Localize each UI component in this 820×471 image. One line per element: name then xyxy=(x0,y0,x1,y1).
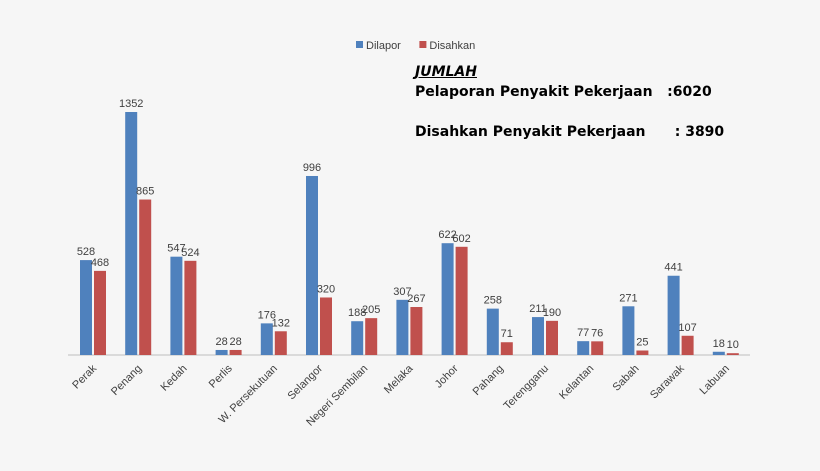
data-label: 205 xyxy=(362,304,380,316)
x-tick-label: Penang xyxy=(109,363,144,398)
data-label: 190 xyxy=(543,307,561,319)
data-label: 211 xyxy=(529,303,547,315)
summary-heading: JUMLAH xyxy=(415,64,477,80)
data-label: 996 xyxy=(303,162,321,174)
data-label: 176 xyxy=(258,309,276,321)
x-tick-label: Melaka xyxy=(382,362,416,396)
bar-dilapor xyxy=(532,317,544,355)
bar-disahkan xyxy=(681,335,694,355)
bar-dilapor xyxy=(125,112,138,355)
data-label: 107 xyxy=(678,322,696,334)
data-label: 441 xyxy=(664,262,682,274)
bar-disahkan xyxy=(726,353,739,355)
x-tick-label: Sabah xyxy=(611,363,642,394)
bar-dilapor xyxy=(622,306,635,355)
data-label: 271 xyxy=(619,292,637,304)
data-label: 320 xyxy=(317,283,335,295)
bar-disahkan xyxy=(365,318,378,355)
bar-disahkan xyxy=(500,342,513,355)
bar-dilapor xyxy=(351,321,364,355)
bar-disahkan xyxy=(320,297,332,355)
legend-swatch xyxy=(419,41,427,48)
x-tick-label: Selangor xyxy=(285,362,325,402)
data-label: 77 xyxy=(577,327,589,339)
data-label: 71 xyxy=(501,328,513,340)
data-label: 307 xyxy=(393,286,411,298)
data-label: 1352 xyxy=(119,98,143,110)
bar-dilapor xyxy=(577,341,590,355)
summary-annotation: JUMLAH Pelaporan Penyakit Pekerjaan :602… xyxy=(415,62,724,142)
x-tick-label: Perlis xyxy=(207,362,235,390)
data-label: 258 xyxy=(484,295,502,307)
data-label: 865 xyxy=(136,186,154,198)
bar-dilapor xyxy=(441,243,454,355)
bar-disahkan xyxy=(184,260,197,355)
data-label: 622 xyxy=(438,229,456,241)
bar-dilapor xyxy=(306,175,318,355)
data-label: 267 xyxy=(407,293,425,305)
summary-approved: Disahkan Penyakit Pekerjaan : 3890 xyxy=(415,124,725,140)
legend-label: Disahkan xyxy=(429,40,475,52)
bar-dilapor xyxy=(712,351,725,355)
data-label: 28 xyxy=(215,336,227,348)
data-label: 602 xyxy=(452,233,470,245)
summary-reported: Pelaporan Penyakit Pekerjaan :6020 xyxy=(415,84,712,100)
legend-label: Dilapor xyxy=(366,40,401,52)
bar-disahkan xyxy=(410,307,423,355)
bar-dilapor xyxy=(667,275,680,355)
bar-disahkan xyxy=(546,320,558,355)
bar-dilapor xyxy=(80,260,92,355)
bar-dilapor xyxy=(215,349,228,355)
data-label: 528 xyxy=(77,246,95,258)
data-label: 76 xyxy=(591,327,603,339)
bar-dilapor xyxy=(170,256,183,355)
x-tick-label: Kedah xyxy=(159,363,190,394)
x-tick-label: Kelantan xyxy=(557,363,596,402)
bar-dilapor xyxy=(396,299,409,355)
bar-disahkan xyxy=(636,350,649,355)
bar-disahkan xyxy=(139,199,152,355)
data-label: 547 xyxy=(167,243,185,255)
x-tick-label: Pahang xyxy=(471,363,506,398)
data-label: 132 xyxy=(272,317,290,329)
x-tick-label: Sarawak xyxy=(648,362,687,401)
bar-disahkan xyxy=(94,270,106,355)
x-tick-label: Perak xyxy=(70,362,99,391)
bar-disahkan xyxy=(229,349,242,355)
data-label: 18 xyxy=(713,338,725,350)
x-tick-label: Terengganu xyxy=(502,363,552,413)
x-tick-label: Labuan xyxy=(697,363,731,397)
data-label: 28 xyxy=(229,336,241,348)
x-tick-label: Johor xyxy=(433,362,461,390)
bar-dilapor xyxy=(486,308,499,355)
bar-disahkan xyxy=(455,246,468,355)
bar-disahkan xyxy=(274,331,287,355)
data-label: 188 xyxy=(348,307,366,319)
bar-disahkan xyxy=(591,341,604,355)
data-label: 10 xyxy=(727,339,739,351)
bar-dilapor xyxy=(260,323,273,355)
data-label: 524 xyxy=(181,247,199,259)
legend-swatch xyxy=(356,41,363,48)
data-label: 25 xyxy=(636,337,648,349)
data-label: 468 xyxy=(91,257,109,269)
